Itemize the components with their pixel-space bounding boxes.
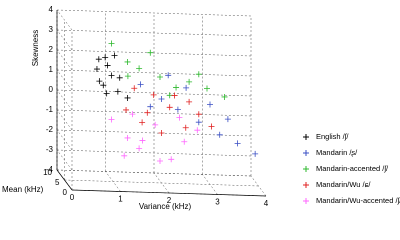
legend-label: English /ʃ/ — [316, 132, 349, 141]
point — [234, 140, 241, 147]
point — [111, 52, 118, 59]
grid-line — [250, 175, 267, 197]
y-tick-label: 5 — [55, 178, 60, 187]
z-tick-label: 2 — [49, 45, 54, 54]
point — [186, 78, 193, 85]
point — [204, 85, 210, 92]
point — [139, 119, 146, 126]
point — [165, 72, 172, 79]
point — [96, 78, 103, 85]
chart: Skewness Variance (kHz) Mean (kHz) -4 -3 -… — [2, 5, 400, 211]
point — [207, 101, 213, 108]
legend-marker — [303, 198, 309, 204]
x-tick-label: 1 — [118, 195, 123, 204]
legend-marker — [303, 182, 309, 188]
point — [108, 72, 115, 79]
point — [124, 94, 131, 101]
point — [121, 152, 128, 159]
point — [102, 54, 109, 61]
point — [174, 106, 181, 113]
point — [166, 104, 173, 111]
point — [171, 92, 178, 99]
point — [124, 58, 131, 65]
y-tick-label: 0 — [63, 188, 68, 197]
x-tick-label: 2 — [167, 196, 172, 205]
point — [95, 56, 102, 63]
z-tick-label: -4 — [46, 165, 54, 174]
point — [216, 131, 223, 138]
axis-edge — [56, 169, 73, 191]
x-tick-label: 3 — [215, 198, 220, 207]
legend-label: Mandarin/Wu-accented /ʃ/ — [316, 196, 400, 205]
z-tick-label: -2 — [46, 125, 54, 134]
x-tick-label: 4 — [264, 199, 269, 208]
point — [129, 111, 136, 118]
grid-line — [56, 9, 252, 17]
grid-line — [56, 169, 252, 177]
legend-marker — [303, 166, 309, 172]
x-tick-label: 0 — [70, 193, 75, 202]
point — [123, 106, 130, 113]
point — [208, 123, 215, 130]
point — [93, 66, 100, 73]
point — [131, 85, 138, 92]
x-axis-label: Variance (kHz) — [139, 202, 192, 211]
point — [114, 88, 121, 95]
point — [182, 124, 189, 131]
point — [103, 90, 110, 97]
y-axis-label: Mean (kHz) — [2, 185, 44, 194]
point — [137, 81, 144, 88]
point — [186, 98, 193, 105]
z-tick-label: -3 — [46, 145, 54, 154]
y-tick-label: 10 — [43, 168, 52, 177]
point — [144, 109, 151, 116]
point — [252, 150, 259, 157]
point — [158, 96, 165, 102]
grid-line — [64, 179, 259, 187]
axis-edge — [71, 189, 267, 197]
legend-label: Mandarin/Wu /ɕ/ — [316, 180, 371, 189]
z-tick-label: 0 — [49, 85, 54, 94]
point — [195, 119, 202, 126]
point — [108, 40, 115, 47]
point — [116, 74, 123, 81]
point — [150, 91, 157, 98]
point — [173, 84, 180, 91]
point — [168, 156, 175, 163]
point — [152, 121, 159, 128]
point — [224, 116, 231, 123]
point — [158, 130, 165, 136]
point — [157, 158, 163, 164]
z-tick-label: 4 — [49, 5, 54, 14]
point — [104, 62, 111, 69]
legend-marker — [303, 150, 309, 156]
point — [183, 84, 190, 91]
legend-label: Mandarin-accented /ʃ/ — [316, 164, 389, 173]
point — [147, 49, 154, 56]
grid-line — [56, 9, 73, 31]
point — [147, 103, 154, 110]
point — [139, 137, 146, 144]
point — [124, 73, 131, 80]
z-tick-label: 1 — [49, 65, 54, 74]
point — [194, 127, 201, 134]
z-tick-label: 3 — [49, 25, 54, 34]
point — [157, 74, 163, 80]
point — [195, 71, 202, 78]
point — [108, 116, 115, 123]
point — [195, 111, 202, 118]
point — [100, 82, 107, 89]
point — [221, 93, 228, 100]
point — [176, 114, 183, 121]
point — [181, 138, 188, 145]
point — [136, 65, 143, 72]
legend-marker — [303, 134, 309, 140]
point — [136, 145, 143, 152]
point — [124, 134, 131, 141]
z-axis-label: Skewness — [31, 30, 40, 66]
z-tick-label: -1 — [46, 105, 54, 114]
legend-label: Mandarin /ʂ/ — [316, 148, 358, 157]
